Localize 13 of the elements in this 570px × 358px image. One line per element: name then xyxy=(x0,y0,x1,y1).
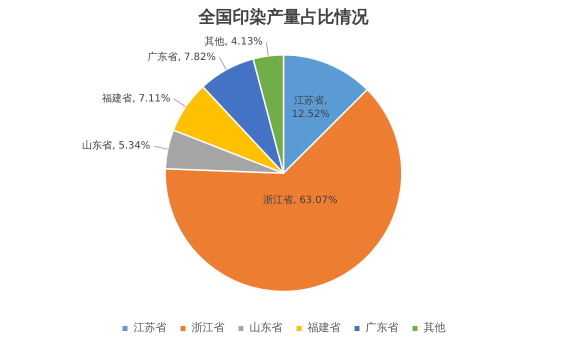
data-label: 山东省, 5.34% xyxy=(82,140,150,152)
legend-label: 江苏省 xyxy=(134,320,166,335)
chart-title: 全国印染产量占比情况 xyxy=(198,8,370,28)
data-label: 江苏省, 12.52% xyxy=(292,94,330,120)
data-label: 其他, 4.13% xyxy=(204,35,263,48)
legend-label: 广东省 xyxy=(366,320,398,335)
data-label: 浙江省, 63.07% xyxy=(262,194,338,206)
legend-label: 福建省 xyxy=(308,320,340,335)
legend-label: 浙江省 xyxy=(192,320,224,335)
data-label: 广东省, 7.82% xyxy=(148,50,216,63)
data-label: 福建省, 7.11% xyxy=(102,92,170,104)
legend-label: 其他 xyxy=(424,320,446,335)
legend-label: 山东省 xyxy=(250,320,282,335)
